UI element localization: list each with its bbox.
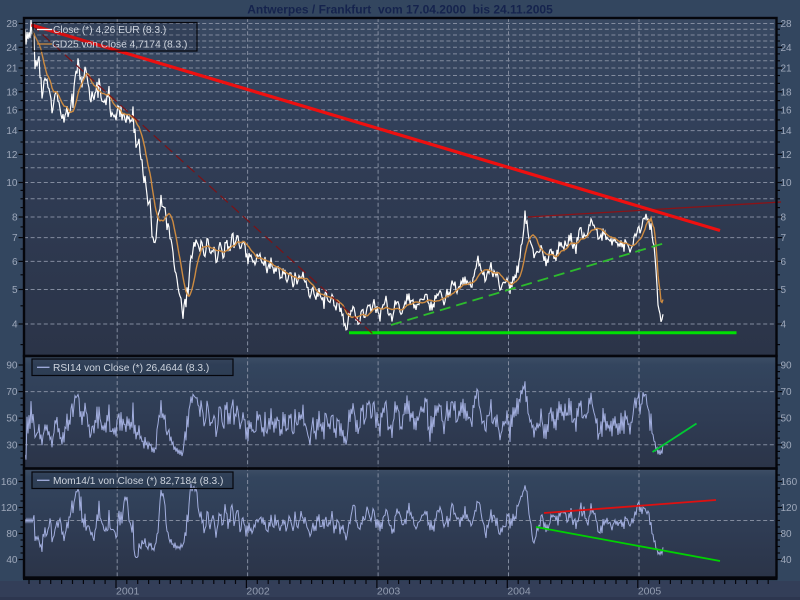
svg-text:16: 16 [781,105,793,116]
svg-text:7: 7 [781,233,787,244]
svg-text:24: 24 [781,43,793,54]
svg-text:80: 80 [781,529,793,540]
svg-text:Antwerpes / Frankfurt vom 17.: Antwerpes / Frankfurt vom 17.04.2000 bis… [247,3,553,17]
svg-text:21: 21 [6,64,18,75]
svg-text:18: 18 [6,87,18,98]
svg-text:14: 14 [781,126,793,137]
svg-text:2001: 2001 [116,586,140,598]
svg-text:8: 8 [12,213,18,224]
svg-text:2004: 2004 [507,586,531,598]
svg-text:50: 50 [6,414,18,425]
svg-text:10: 10 [781,178,793,189]
svg-text:16: 16 [6,105,18,116]
svg-text:120: 120 [781,503,798,514]
svg-text:21: 21 [781,64,793,75]
svg-text:6: 6 [12,257,18,268]
svg-text:2005: 2005 [638,586,662,598]
svg-text:6: 6 [781,257,787,268]
svg-text:30: 30 [6,440,18,451]
svg-text:5: 5 [781,285,787,296]
svg-text:2002: 2002 [246,586,270,598]
svg-text:18: 18 [781,87,793,98]
svg-text:8: 8 [781,213,787,224]
svg-text:GD25 von Close 4,7174 (8.3.): GD25 von Close 4,7174 (8.3.) [52,40,187,51]
svg-text:80: 80 [6,529,18,540]
svg-text:70: 70 [6,387,18,398]
svg-text:7: 7 [12,233,18,244]
svg-text:12: 12 [6,150,18,161]
svg-text:28: 28 [781,19,793,30]
svg-text:30: 30 [781,440,793,451]
svg-text:160: 160 [781,477,798,488]
svg-text:10: 10 [6,178,18,189]
svg-text:160: 160 [1,477,18,488]
svg-text:90: 90 [6,361,18,372]
svg-text:RSI14 von Close (*) 26,4644 (8: RSI14 von Close (*) 26,4644 (8.3.) [53,363,209,374]
svg-text:40: 40 [6,555,18,566]
svg-text:5: 5 [12,285,18,296]
svg-text:4: 4 [12,320,18,331]
svg-text:4: 4 [781,320,787,331]
svg-text:2003: 2003 [377,586,401,598]
svg-text:40: 40 [781,555,793,566]
svg-text:Close (*) 4,26 EUR (8.3.): Close (*) 4,26 EUR (8.3.) [53,25,166,36]
svg-text:70: 70 [781,387,793,398]
svg-text:14: 14 [6,126,18,137]
svg-text:Mom14/1 von Close (*) 82,7184: Mom14/1 von Close (*) 82,7184 (8.3.) [53,476,223,487]
svg-text:90: 90 [781,361,793,372]
svg-text:12: 12 [781,150,793,161]
svg-text:28: 28 [6,19,18,30]
svg-text:50: 50 [781,414,793,425]
svg-text:24: 24 [6,43,18,54]
svg-text:120: 120 [1,503,18,514]
